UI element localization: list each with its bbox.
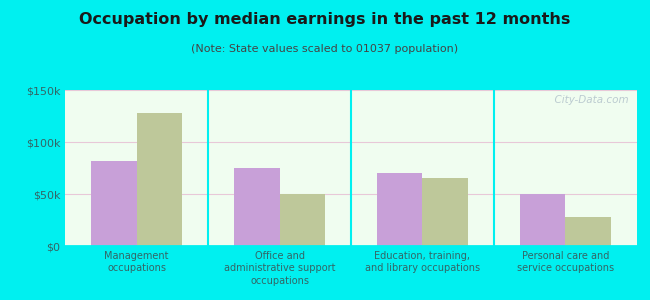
Bar bbox=[91, 161, 136, 246]
Bar bbox=[422, 178, 468, 246]
Text: (Note: State values scaled to 01037 population): (Note: State values scaled to 01037 popu… bbox=[192, 44, 458, 53]
Bar bbox=[234, 168, 280, 246]
Bar bbox=[377, 173, 423, 246]
Bar bbox=[280, 194, 325, 246]
Bar bbox=[519, 194, 566, 246]
Bar bbox=[136, 113, 183, 246]
Bar bbox=[566, 217, 611, 246]
Text: City-Data.com: City-Data.com bbox=[548, 95, 629, 105]
Text: Occupation by median earnings in the past 12 months: Occupation by median earnings in the pas… bbox=[79, 12, 571, 27]
